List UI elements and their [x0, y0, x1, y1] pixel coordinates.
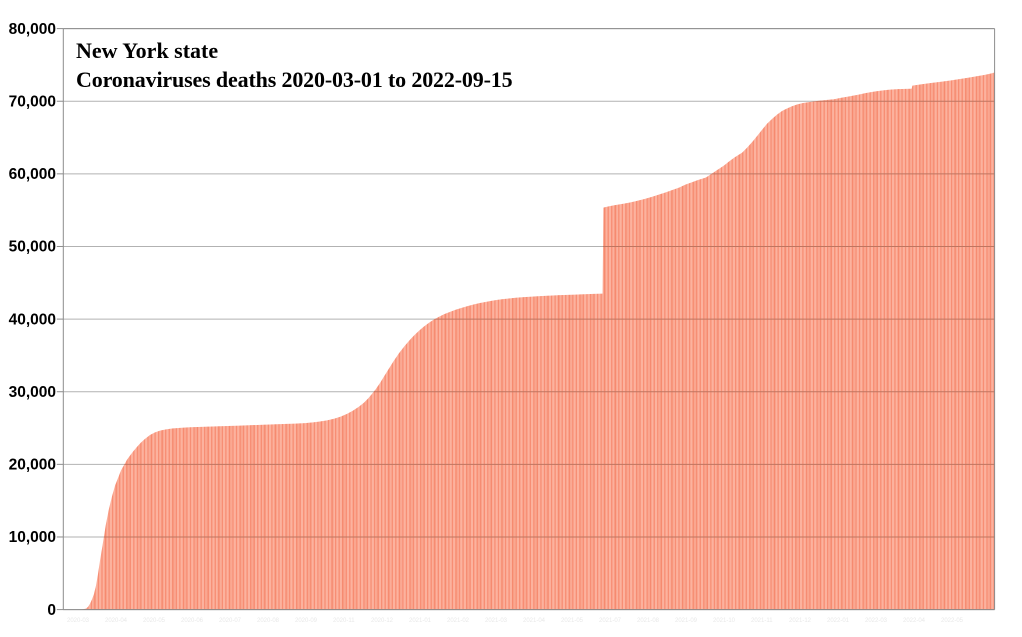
svg-text:10,000: 10,000	[9, 529, 56, 546]
svg-text:2020-03: 2020-03	[67, 618, 90, 624]
svg-text:0: 0	[47, 602, 56, 619]
svg-text:60,000: 60,000	[9, 166, 56, 183]
svg-text:2021-05: 2021-05	[561, 618, 584, 624]
svg-text:50,000: 50,000	[9, 239, 56, 256]
svg-text:2021-08: 2021-08	[637, 618, 660, 624]
svg-text:70,000: 70,000	[9, 93, 56, 110]
svg-text:80,000: 80,000	[9, 21, 56, 38]
svg-text:2021-10: 2021-10	[713, 618, 736, 624]
svg-text:2021-12: 2021-12	[789, 618, 812, 624]
svg-text:2020-06: 2020-06	[181, 618, 204, 624]
svg-text:2022-03: 2022-03	[865, 618, 888, 624]
svg-text:2020-05: 2020-05	[143, 618, 166, 624]
svg-text:2021-01: 2021-01	[409, 618, 432, 624]
svg-text:2020-09: 2020-09	[295, 618, 318, 624]
svg-text:2021-04: 2021-04	[523, 618, 546, 624]
svg-text:2020-12: 2020-12	[371, 618, 394, 624]
svg-text:2022-05: 2022-05	[941, 618, 964, 624]
svg-text:2020-08: 2020-08	[257, 618, 280, 624]
svg-text:2022-04: 2022-04	[903, 618, 926, 624]
svg-text:2021-09: 2021-09	[675, 618, 698, 624]
svg-text:2020-04: 2020-04	[105, 618, 128, 624]
svg-text:2022-01: 2022-01	[827, 618, 850, 624]
svg-text:2020-07: 2020-07	[219, 618, 242, 624]
svg-text:Coronaviruses deaths 2020-03-0: Coronaviruses deaths 2020-03-01 to 2022-…	[76, 67, 513, 92]
svg-text:2021-03: 2021-03	[485, 618, 508, 624]
svg-text:30,000: 30,000	[9, 384, 56, 401]
svg-text:2021-02: 2021-02	[447, 618, 470, 624]
svg-text:2021-11: 2021-11	[751, 618, 773, 624]
svg-text:New York state: New York state	[76, 38, 218, 63]
svg-text:2021-07: 2021-07	[599, 618, 622, 624]
svg-text:40,000: 40,000	[9, 311, 56, 328]
svg-text:2020-11: 2020-11	[333, 618, 355, 624]
svg-text:20,000: 20,000	[9, 457, 56, 474]
